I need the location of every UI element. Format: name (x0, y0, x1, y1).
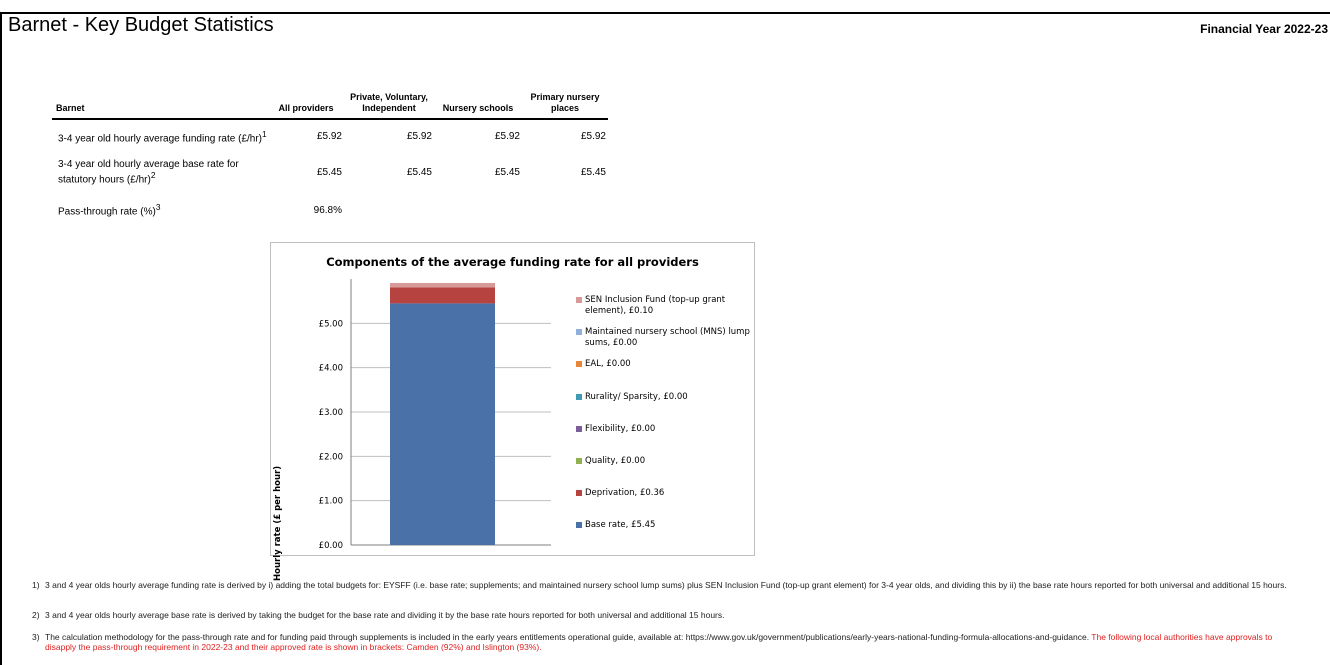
cell-value: £5.45 (494, 166, 520, 178)
chart-title: Components of the average funding rate f… (326, 255, 699, 269)
cell-value (434, 191, 522, 229)
footnote-highlight: The following local authorities have app… (45, 632, 1273, 652)
legend-swatch (576, 329, 582, 335)
column-header: Private, Voluntary, Independent (344, 92, 434, 120)
legend-label: SEN Inclusion Fund (top-up grant element… (585, 295, 726, 316)
table-header-row: Barnet All providers Private, Voluntary,… (52, 92, 608, 120)
legend-swatch (576, 522, 582, 528)
cell-value (344, 191, 434, 229)
row-label: Pass-through rate (%)3 (58, 202, 161, 218)
y-tick-label: £1.00 (319, 497, 343, 507)
footnote-text: 3 and 4 year olds hourly average funding… (45, 580, 1287, 590)
legend-swatch (576, 361, 582, 367)
column-header: Primary nursery places (522, 92, 608, 120)
cell-value: 96.8% (313, 204, 342, 216)
legend-label: Deprivation, £0.36 (585, 488, 665, 498)
legend-label: Quality, £0.00 (585, 456, 646, 466)
funding-components-chart: Components of the average funding rate f… (270, 242, 755, 581)
cell-value (522, 191, 608, 229)
legend-swatch (576, 426, 582, 432)
legend-swatch (576, 458, 582, 464)
cell-value: £5.92 (316, 131, 342, 142)
legend-label: EAL, £0.00 (585, 359, 631, 369)
cell-value: £5.92 (406, 131, 432, 142)
footnote-number: 2) (32, 610, 40, 620)
bar-segment (390, 282, 495, 288)
chart-plot: £0.00 £1.00 £2.00 £3.00 £4.00 £5.00 (319, 279, 551, 551)
bar-segment (390, 287, 495, 304)
footnote-text: The calculation methodology for the pass… (45, 632, 1273, 652)
y-tick-label: £3.00 (319, 408, 343, 418)
bar-segment (390, 303, 495, 545)
legend-label: Rurality/ Sparsity, £0.00 (585, 392, 688, 402)
cell-value: £5.92 (494, 131, 520, 142)
legend-swatch (576, 297, 582, 303)
row-label: 3-4 year old hourly average funding rate… (58, 128, 267, 145)
footnote-text: 3 and 4 year olds hourly average base ra… (45, 610, 725, 620)
column-header: All providers (268, 92, 344, 120)
cell-value: £5.45 (580, 166, 606, 178)
y-tick-label: £2.00 (319, 452, 343, 462)
table-row: Pass-through rate (%)3 96.8% (52, 191, 608, 229)
footnote-number: 1) (32, 580, 40, 590)
y-axis-label: Hourly rate (£ per hour) (273, 465, 283, 581)
legend-swatch (576, 490, 582, 496)
row-label: 3-4 year old hourly average base rate fo… (58, 158, 239, 186)
legend-label: Maintained nursery school (MNS) lump sum… (585, 327, 750, 348)
legend-swatch (576, 394, 582, 400)
cell-value: £5.45 (316, 166, 342, 178)
y-tick-label: £4.00 (319, 364, 343, 374)
table-row: 3-4 year old hourly average funding rate… (52, 119, 608, 153)
financial-year-label: Financial Year 2022-23 (1200, 22, 1328, 36)
footnote-number: 3) (32, 632, 40, 642)
column-header: Barnet (52, 92, 268, 120)
cell-value: £5.92 (580, 131, 606, 142)
y-tick-label: £5.00 (319, 319, 343, 329)
table-row: 3-4 year old hourly average base rate fo… (52, 153, 608, 191)
page-frame (0, 12, 1330, 665)
key-statistics-table: Barnet All providers Private, Voluntary,… (52, 92, 608, 229)
y-tick-label: £0.00 (319, 541, 343, 551)
column-header: Nursery schools (434, 92, 522, 120)
cell-value: £5.45 (406, 166, 432, 178)
page-title: Barnet - Key Budget Statistics (8, 14, 274, 36)
legend-label: Flexibility, £0.00 (585, 424, 656, 434)
legend-label: Base rate, £5.45 (585, 520, 656, 530)
